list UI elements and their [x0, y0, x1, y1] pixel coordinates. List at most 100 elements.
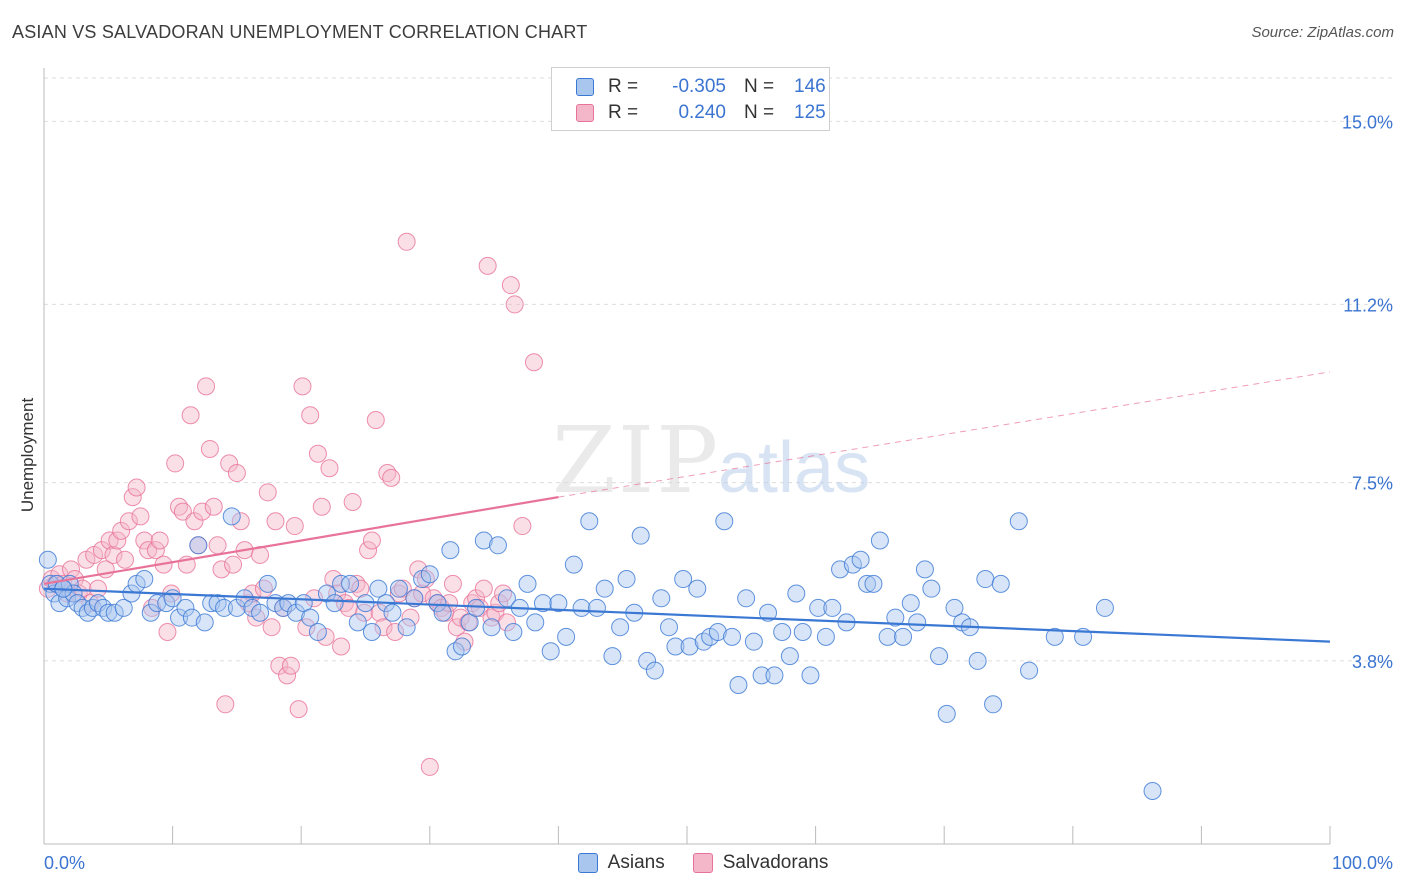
watermark-zip: ZIP: [552, 407, 720, 514]
asian-point: [397, 618, 416, 637]
x-tick-label: 0.0%: [44, 853, 85, 873]
asian-point: [809, 598, 828, 617]
asian-point: [564, 555, 583, 574]
tick-labels: 3.8% 7.5% 11.2% 15.0% 0.0% 100.0%: [44, 112, 1393, 873]
asian-point: [991, 574, 1010, 593]
salvadoran-point: [278, 666, 297, 685]
asian-point: [467, 598, 486, 617]
asian-point: [433, 603, 452, 622]
salvadoran-point: [146, 541, 165, 560]
asian-point: [383, 603, 402, 622]
asian-point: [587, 598, 606, 617]
asian-point: [823, 598, 842, 617]
salvadoran-point: [289, 700, 308, 719]
salvadoran-point: [62, 560, 81, 579]
asian-point: [141, 603, 160, 622]
y-tick-label: 3.8%: [1352, 652, 1393, 672]
asian-point: [886, 608, 905, 627]
salvadoran-point: [478, 256, 497, 275]
legend-row-asians: R = -0.305 N = 146: [552, 74, 826, 100]
asian-point: [580, 512, 599, 531]
salvadoran-point: [92, 541, 111, 560]
salvadoran-point: [119, 512, 138, 531]
salvadoran-point: [100, 531, 119, 550]
legend-swatch-salvadorans: [576, 104, 594, 122]
asian-point: [518, 574, 537, 593]
salvadoran-point: [359, 541, 378, 560]
asian-point: [474, 531, 493, 550]
series-legend-item-salvadorans[interactable]: Salvadorans: [692, 852, 828, 874]
salvadoran-point: [181, 406, 200, 425]
salvadoran-point: [123, 488, 142, 507]
asian-point: [1009, 512, 1028, 531]
salvadoran-point: [173, 502, 192, 521]
series-legend-label-asians: Asians: [607, 852, 665, 873]
asian-point: [308, 623, 327, 642]
asian-point: [930, 647, 949, 666]
trend-line-salvadorans-extension: [558, 371, 1331, 498]
asian-point: [851, 550, 870, 569]
asian-point: [1045, 627, 1064, 646]
salvadoran-point: [362, 531, 381, 550]
salvadoran-point: [474, 579, 493, 598]
salvadoran-point: [343, 492, 362, 511]
asian-point: [765, 666, 784, 685]
asian-point: [858, 574, 877, 593]
asian-point: [666, 637, 685, 656]
salvadoran-point: [397, 232, 416, 251]
asian-point: [215, 598, 234, 617]
salvadoran-point: [193, 502, 212, 521]
y-tick-label: 15.0%: [1342, 112, 1393, 132]
salvadoran-point: [332, 637, 351, 656]
asian-point: [688, 579, 707, 598]
salvadoran-point: [135, 531, 154, 550]
asian-point: [976, 570, 995, 589]
salvadoran-point: [220, 454, 239, 473]
salvadoran-point: [139, 541, 158, 560]
salvadoran-point: [112, 521, 131, 540]
asian-point: [901, 594, 920, 613]
salvadoran-point: [505, 295, 524, 314]
asian-point: [922, 579, 941, 598]
salvadoran-point: [281, 656, 300, 675]
salvadoran-point: [266, 512, 285, 531]
salvadoran-point: [370, 603, 389, 622]
asian-point: [937, 704, 956, 723]
legend-n-label: N =: [744, 102, 775, 123]
grid-lines: [44, 77, 1392, 662]
salvadoran-point: [455, 632, 474, 651]
asian-point: [488, 536, 507, 555]
salvadoran-point: [420, 757, 439, 776]
salvadoran-point: [374, 618, 393, 637]
asian-point: [287, 603, 306, 622]
asian-point: [222, 507, 241, 526]
salvadoran-point: [108, 531, 127, 550]
asian-point: [317, 584, 336, 603]
asian-point: [595, 579, 614, 598]
asian-point: [645, 661, 664, 680]
asian-point: [801, 666, 820, 685]
asian-point: [793, 623, 812, 642]
salvadoran-point: [524, 353, 543, 372]
asian-point: [908, 613, 927, 632]
asian-point: [773, 623, 792, 642]
salvadoran-point: [293, 377, 312, 396]
salvadoran-point: [89, 579, 108, 598]
asian-point: [708, 623, 727, 642]
salvadoran-point: [386, 623, 405, 642]
salvadoran-point: [150, 531, 169, 550]
chart-title: ASIAN VS SALVADORAN UNEMPLOYMENT CORRELA…: [12, 22, 588, 42]
asian-point: [389, 579, 408, 598]
asian-point: [729, 676, 748, 695]
salvadoran-point: [104, 545, 123, 564]
asian-point: [674, 570, 693, 589]
asian-point: [715, 512, 734, 531]
asian-point: [251, 603, 270, 622]
asian-point: [301, 608, 320, 627]
asian-point: [659, 618, 678, 637]
series-legend-item-asians[interactable]: Asians: [577, 852, 665, 874]
legend-r-value: -0.305: [672, 76, 726, 97]
asian-point: [105, 603, 124, 622]
trend-line-asians: [43, 587, 1331, 643]
